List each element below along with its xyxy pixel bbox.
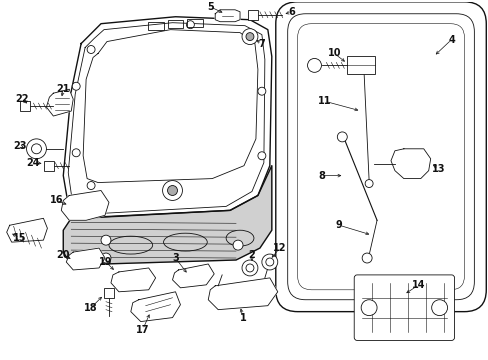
Text: 23: 23 (13, 141, 26, 151)
Circle shape (365, 180, 372, 188)
Circle shape (162, 181, 182, 201)
Circle shape (31, 144, 41, 154)
Circle shape (265, 258, 273, 266)
Polygon shape (215, 10, 240, 22)
Circle shape (242, 260, 257, 276)
Text: 10: 10 (327, 49, 341, 58)
Circle shape (361, 300, 376, 316)
Polygon shape (63, 17, 271, 218)
Circle shape (233, 240, 243, 250)
Text: 4: 4 (447, 35, 454, 45)
Bar (247, 10, 257, 20)
Bar (167, 20, 183, 28)
Bar (187, 19, 203, 27)
Text: 9: 9 (335, 220, 342, 230)
Polygon shape (83, 30, 257, 183)
Bar (44, 161, 54, 171)
Circle shape (72, 82, 80, 90)
Circle shape (101, 253, 111, 263)
Text: 21: 21 (57, 84, 70, 94)
Polygon shape (63, 166, 271, 265)
Text: 18: 18 (84, 303, 98, 313)
Bar (346, 57, 374, 74)
Circle shape (245, 33, 253, 41)
Bar (104, 288, 114, 298)
Circle shape (257, 152, 265, 160)
Text: 13: 13 (431, 164, 445, 174)
Circle shape (337, 132, 346, 142)
Text: 1: 1 (239, 312, 246, 323)
Text: 20: 20 (57, 250, 70, 260)
Text: 2: 2 (248, 250, 255, 260)
Text: 8: 8 (317, 171, 324, 181)
Circle shape (72, 149, 80, 157)
Text: 16: 16 (49, 195, 63, 206)
Circle shape (26, 139, 46, 159)
Text: 5: 5 (206, 2, 213, 12)
Circle shape (186, 21, 194, 29)
FancyBboxPatch shape (353, 275, 453, 341)
Polygon shape (111, 268, 155, 292)
Text: 17: 17 (136, 324, 149, 334)
Text: 12: 12 (272, 243, 286, 253)
Polygon shape (172, 264, 214, 288)
Text: 7: 7 (258, 39, 264, 49)
Polygon shape (208, 278, 277, 310)
Polygon shape (61, 190, 109, 220)
Polygon shape (7, 218, 47, 242)
Text: 15: 15 (13, 233, 26, 243)
Text: 14: 14 (411, 280, 425, 290)
Circle shape (101, 235, 111, 245)
Circle shape (245, 264, 253, 272)
Circle shape (431, 300, 447, 316)
Text: 6: 6 (288, 7, 294, 17)
Bar (20, 101, 29, 111)
Text: 22: 22 (15, 94, 28, 104)
Text: 11: 11 (317, 96, 330, 106)
Polygon shape (46, 89, 73, 116)
Circle shape (257, 87, 265, 95)
Text: 3: 3 (172, 253, 179, 263)
Circle shape (167, 185, 177, 195)
Circle shape (242, 29, 257, 45)
Circle shape (87, 45, 95, 54)
Polygon shape (390, 149, 430, 179)
Polygon shape (131, 292, 180, 321)
Polygon shape (66, 248, 105, 270)
Bar (147, 22, 163, 30)
Circle shape (262, 254, 277, 270)
Circle shape (307, 58, 321, 72)
Text: 19: 19 (99, 257, 113, 267)
Circle shape (362, 253, 371, 263)
Text: 24: 24 (27, 158, 40, 168)
Circle shape (87, 181, 95, 189)
Circle shape (245, 36, 253, 44)
